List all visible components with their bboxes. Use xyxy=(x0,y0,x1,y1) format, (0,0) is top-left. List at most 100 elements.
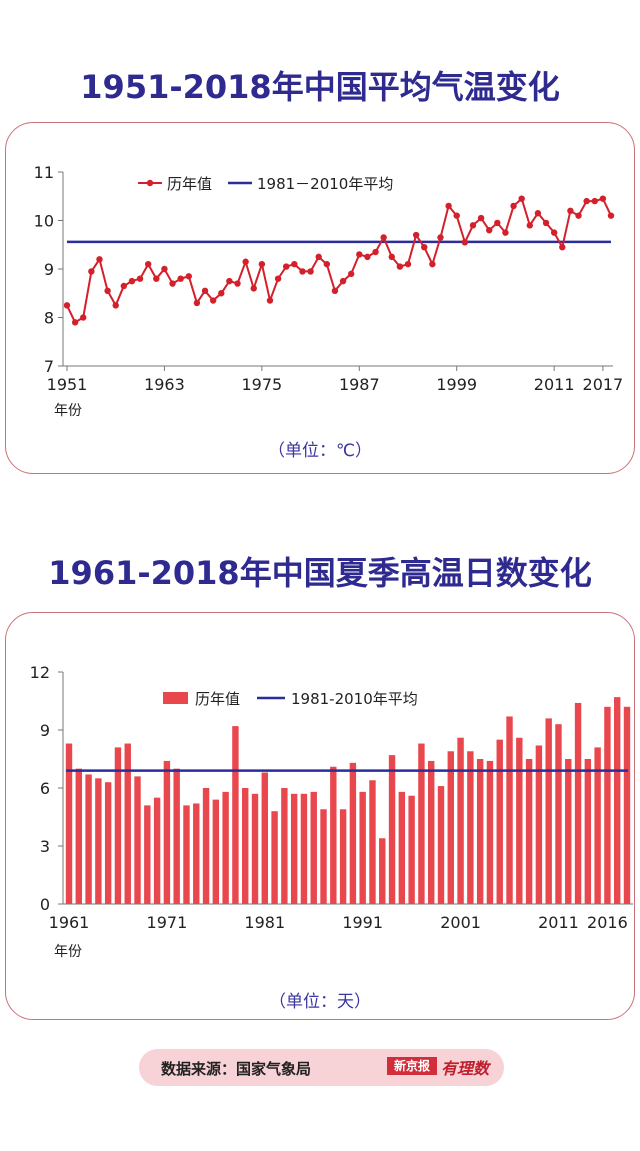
bar xyxy=(418,743,425,904)
bar xyxy=(300,793,308,904)
data-point xyxy=(404,260,412,268)
bar xyxy=(516,737,523,904)
data-point xyxy=(153,275,160,282)
data-point xyxy=(518,195,525,202)
x-tick-label: 2001 xyxy=(440,913,481,932)
bar xyxy=(320,809,327,904)
bar xyxy=(144,805,151,904)
data-point xyxy=(429,260,436,268)
data-point xyxy=(234,280,241,287)
chart2-title: 1961-2018年中国夏季高温日数变化 xyxy=(48,554,592,592)
y-tick-label: 9 xyxy=(40,721,50,740)
bar xyxy=(574,702,582,904)
y-tick-label: 11 xyxy=(34,163,54,182)
bar xyxy=(232,726,239,904)
legend-label: 历年值 xyxy=(195,690,240,708)
bar xyxy=(476,759,484,904)
data-point xyxy=(494,219,501,227)
bar xyxy=(75,768,82,904)
data-point xyxy=(258,260,266,268)
bar xyxy=(486,760,494,904)
x-tick-label: 1991 xyxy=(342,913,383,932)
data-point xyxy=(201,287,209,295)
data-point xyxy=(88,268,95,275)
y-tick-label: 10 xyxy=(34,212,54,231)
x-tick-label: 2017 xyxy=(583,375,624,394)
bar xyxy=(163,760,171,904)
legend-marker xyxy=(146,179,154,187)
data-point xyxy=(299,268,306,275)
x-axis-label: 年份 xyxy=(54,944,82,960)
legend-label: 1981-2010年平均 xyxy=(291,690,418,708)
source-badge: 数据来源：国家气象局 新京报 有理数 xyxy=(139,1049,504,1086)
x-tick-label: 1963 xyxy=(144,375,185,394)
bar xyxy=(310,791,317,904)
data-point xyxy=(567,207,574,214)
bar xyxy=(496,739,503,904)
x-axis-label: 年份 xyxy=(54,403,82,419)
data-point xyxy=(307,268,314,275)
bar xyxy=(124,743,131,904)
bar xyxy=(85,774,92,904)
bar xyxy=(379,838,386,904)
legend-label: 1981－2010年平均 xyxy=(257,175,393,193)
bar xyxy=(134,776,141,904)
bar xyxy=(447,751,454,904)
data-point xyxy=(412,231,420,239)
bar xyxy=(584,759,592,904)
data-point xyxy=(218,290,225,297)
data-point xyxy=(266,297,274,304)
data-point xyxy=(486,227,493,234)
x-tick-label: 1975 xyxy=(242,375,283,394)
bar xyxy=(506,716,513,904)
bar xyxy=(604,706,611,904)
y-tick-label: 12 xyxy=(30,663,50,682)
y-tick-label: 9 xyxy=(44,260,54,279)
data-point xyxy=(112,302,119,309)
data-point xyxy=(526,222,534,229)
data-point xyxy=(372,248,379,256)
bar xyxy=(349,762,357,904)
bar xyxy=(525,759,533,904)
data-point xyxy=(453,212,460,219)
x-tick-label: 1971 xyxy=(147,913,188,932)
bar xyxy=(251,793,259,904)
data-point xyxy=(283,263,290,270)
data-point xyxy=(347,270,355,278)
bar xyxy=(222,791,229,904)
bar xyxy=(281,788,288,904)
data-point xyxy=(128,277,136,285)
data-point xyxy=(356,251,363,258)
y-tick-label: 6 xyxy=(40,779,50,798)
bar xyxy=(242,788,249,904)
bar xyxy=(594,747,601,904)
bar xyxy=(437,786,445,904)
bar xyxy=(535,745,543,904)
x-tick-label: 2011 xyxy=(538,913,579,932)
data-point xyxy=(315,253,322,261)
bar xyxy=(369,780,376,904)
bar xyxy=(614,697,621,904)
data-point xyxy=(591,197,598,205)
bar xyxy=(555,724,562,904)
data-point xyxy=(209,297,217,304)
y-tick-label: 0 xyxy=(40,895,50,914)
data-point xyxy=(461,239,469,246)
data-point xyxy=(323,260,331,268)
data-point xyxy=(274,275,282,282)
data-point xyxy=(469,222,477,229)
bar xyxy=(261,772,268,904)
data-point xyxy=(169,280,176,287)
y-tick-label: 3 xyxy=(40,837,50,856)
data-point xyxy=(502,229,509,236)
source-label: 数据来源：国家气象局 xyxy=(161,1060,312,1078)
x-tick-label: 1987 xyxy=(339,375,380,394)
chart1-title: 1951-2018年中国平均气温变化 xyxy=(80,68,560,106)
bar xyxy=(428,760,435,904)
data-point xyxy=(559,243,566,251)
legend-bar-swatch xyxy=(163,692,188,704)
y-tick-label: 7 xyxy=(44,357,54,376)
data-point xyxy=(185,273,192,280)
x-tick-label: 1951 xyxy=(47,375,88,394)
bar xyxy=(153,797,161,904)
